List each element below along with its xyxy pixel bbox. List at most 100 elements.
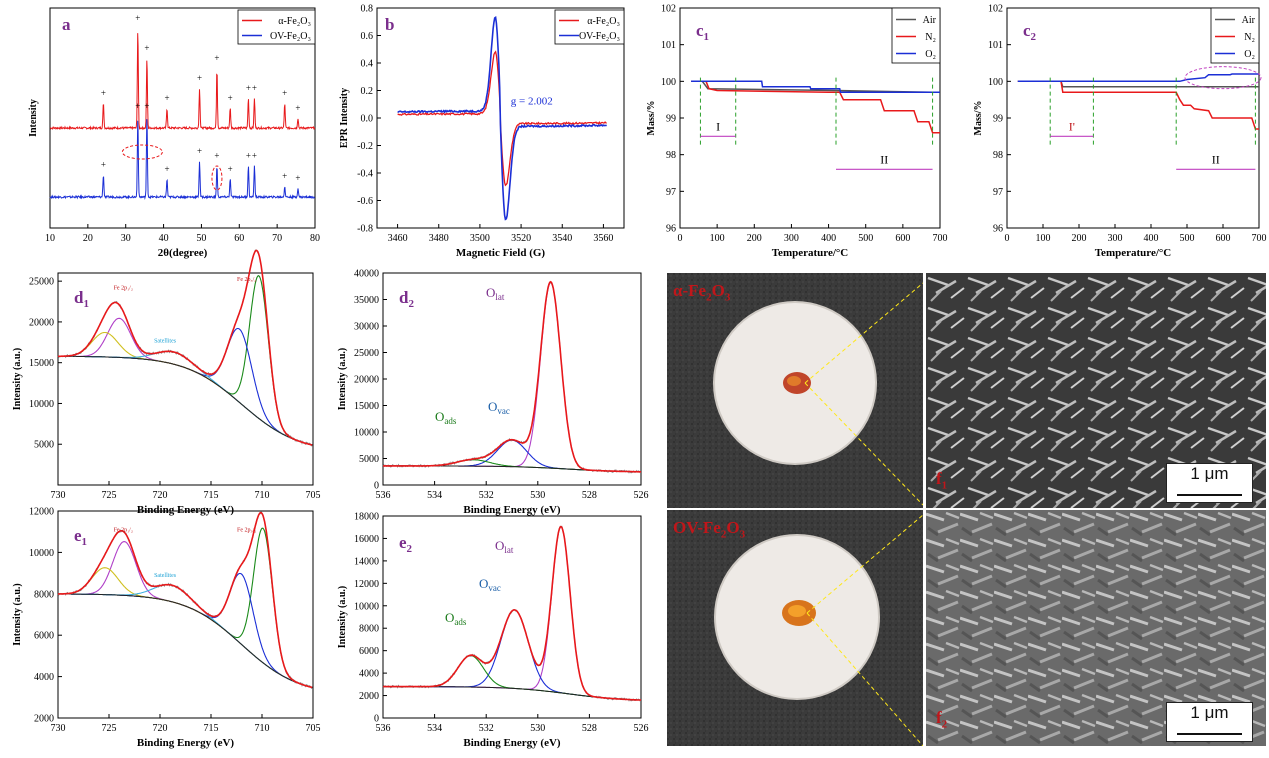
x-tick-label: 10	[45, 233, 55, 244]
y-tick-label: 8000	[34, 589, 54, 600]
peak-annotation-sub: lat	[504, 545, 513, 555]
scale-bar-f2: 1 μm	[1166, 702, 1253, 742]
peak-marker: +	[101, 160, 106, 170]
x-tick-label: 536	[376, 490, 391, 501]
y-tick-label: 16000	[354, 534, 379, 545]
peak-annotation: Fe 2p₁/₂	[114, 528, 133, 534]
sem-image-f2: f2 1 μm	[926, 510, 1266, 746]
peak-annotation-sub: lat	[495, 292, 504, 302]
x-axis-label: Magnetic Field (G)	[456, 247, 546, 259]
peak-marker: +	[282, 88, 287, 98]
x-axis-label: Binding Energy (eV)	[137, 737, 235, 749]
fit-component-0	[58, 275, 313, 446]
peak-marker: +	[101, 88, 106, 98]
peak-marker: +	[228, 164, 233, 174]
x-tick-label: 730	[51, 723, 66, 734]
x-tick-label: 730	[51, 490, 66, 501]
peak-marker: +	[295, 103, 300, 113]
x-tick-label: 3560	[593, 233, 613, 244]
x-tick-label: 528	[582, 490, 597, 501]
envelope-fit-line	[58, 249, 313, 446]
region-label: II	[1212, 152, 1220, 166]
y-tick-label: 5000	[359, 454, 379, 465]
tga-line-2	[691, 80, 940, 94]
tga-line-1	[1017, 80, 1259, 130]
x-tick-label: 725	[102, 490, 117, 501]
panel-d2: 536 534 532 530 528 526 0 5000 10000 15000 20000 25…	[337, 269, 649, 517]
peak-annotation: Satellites	[154, 338, 177, 344]
legend-entry: α-Fe₂O₃	[278, 16, 311, 27]
y-axis-label: Intensity (a.u.)	[337, 348, 348, 411]
y-axis-label: Mass/%	[973, 101, 984, 136]
raw-data-line	[382, 282, 641, 474]
peak-annotation: Satellites	[154, 573, 177, 579]
peak-marker: +	[144, 101, 149, 111]
x-tick-label: 705	[306, 490, 321, 501]
envelope-fit-line	[58, 511, 313, 689]
panel-c1: 0 100 200 300 400 500 600 700 96 97 98 99 100 101 102 T…	[646, 4, 948, 260]
x-tick-label: 200	[1072, 233, 1087, 244]
x-tick-label: 3480	[429, 233, 449, 244]
panel-label: d2	[399, 288, 414, 310]
x-tick-label: 3500	[470, 233, 490, 244]
peak-marker: +	[144, 43, 149, 53]
peak-annotation: Olat	[495, 538, 514, 555]
panel-e2: 536 534 532 530 528 526 0 2000 4000 6000 8000 10000…	[337, 512, 649, 750]
background-line	[58, 593, 313, 688]
sem-image-f1: f1 1 μm	[926, 273, 1266, 508]
y-axis-label: Mass/%	[646, 101, 657, 136]
y-tick-label: 10000	[29, 399, 54, 410]
panel-label: d1	[74, 288, 89, 310]
y-tick-label: 100	[988, 77, 1003, 88]
plot-frame-a	[49, 7, 316, 229]
peak-annotation-sub: vac	[488, 583, 501, 593]
panel-label: c2	[1023, 21, 1037, 43]
peak-marker: +	[246, 151, 251, 161]
y-tick-label: 102	[988, 4, 1003, 15]
peak-annotation: Oads	[435, 409, 457, 426]
y-tick-label: 0	[374, 714, 379, 725]
x-tick-label: 600	[895, 233, 910, 244]
y-tick-label: 6000	[34, 631, 54, 642]
y-tick-label: 0.4	[361, 59, 374, 70]
x-tick-label: 526	[634, 490, 649, 501]
peak-annotation: Ovac	[488, 399, 510, 416]
y-tick-label: 35000	[354, 295, 379, 306]
y-tick-label: -0.6	[357, 196, 373, 207]
y-tick-label: 4000	[359, 669, 379, 680]
peak-annotation: Fe 2p₃/₂	[237, 528, 256, 534]
x-tick-label: 100	[1036, 233, 1051, 244]
region-label: II	[880, 152, 888, 166]
fit-component-0	[383, 281, 641, 473]
y-tick-label: 12000	[29, 507, 54, 518]
y-tick-label: 98	[993, 150, 1003, 161]
plot-frame-d2	[382, 272, 642, 486]
panel-label: e2	[399, 533, 413, 555]
x-tick-label: 300	[784, 233, 799, 244]
y-tick-label: 101	[988, 40, 1003, 51]
y-tick-label: 18000	[354, 512, 379, 523]
y-axis-label: Intensity (a.u.)	[12, 583, 23, 646]
panel-label-sub: 2	[1031, 31, 1037, 43]
panel-label-sub: 1	[82, 536, 88, 548]
peak-marker: +	[214, 151, 219, 161]
y-tick-label: 98	[666, 150, 676, 161]
highlight-ellipse	[211, 165, 223, 191]
peak-annotation: Fe 2p₁/₂	[114, 285, 133, 291]
xrd-line-1	[49, 119, 316, 200]
x-tick-label: 536	[376, 723, 391, 734]
y-tick-label: 5000	[34, 440, 54, 451]
x-tick-label: 3540	[552, 233, 572, 244]
panel-label: e1	[74, 526, 87, 548]
plot-frame-e2	[382, 515, 642, 719]
x-tick-label: 400	[1144, 233, 1159, 244]
region-label: I'	[1069, 119, 1075, 133]
y-axis-label: Intensity	[28, 99, 39, 137]
x-tick-label: 534	[427, 490, 442, 501]
photo-alpha-image	[667, 273, 923, 508]
y-tick-label: 4000	[34, 672, 54, 683]
x-tick-label: 200	[747, 233, 762, 244]
panel-a: 10 20 30 40 50 60 70 802θ(degree)Intensitya++++…	[28, 7, 320, 259]
x-tick-label: 3520	[511, 233, 531, 244]
x-tick-label: 80	[310, 233, 320, 244]
